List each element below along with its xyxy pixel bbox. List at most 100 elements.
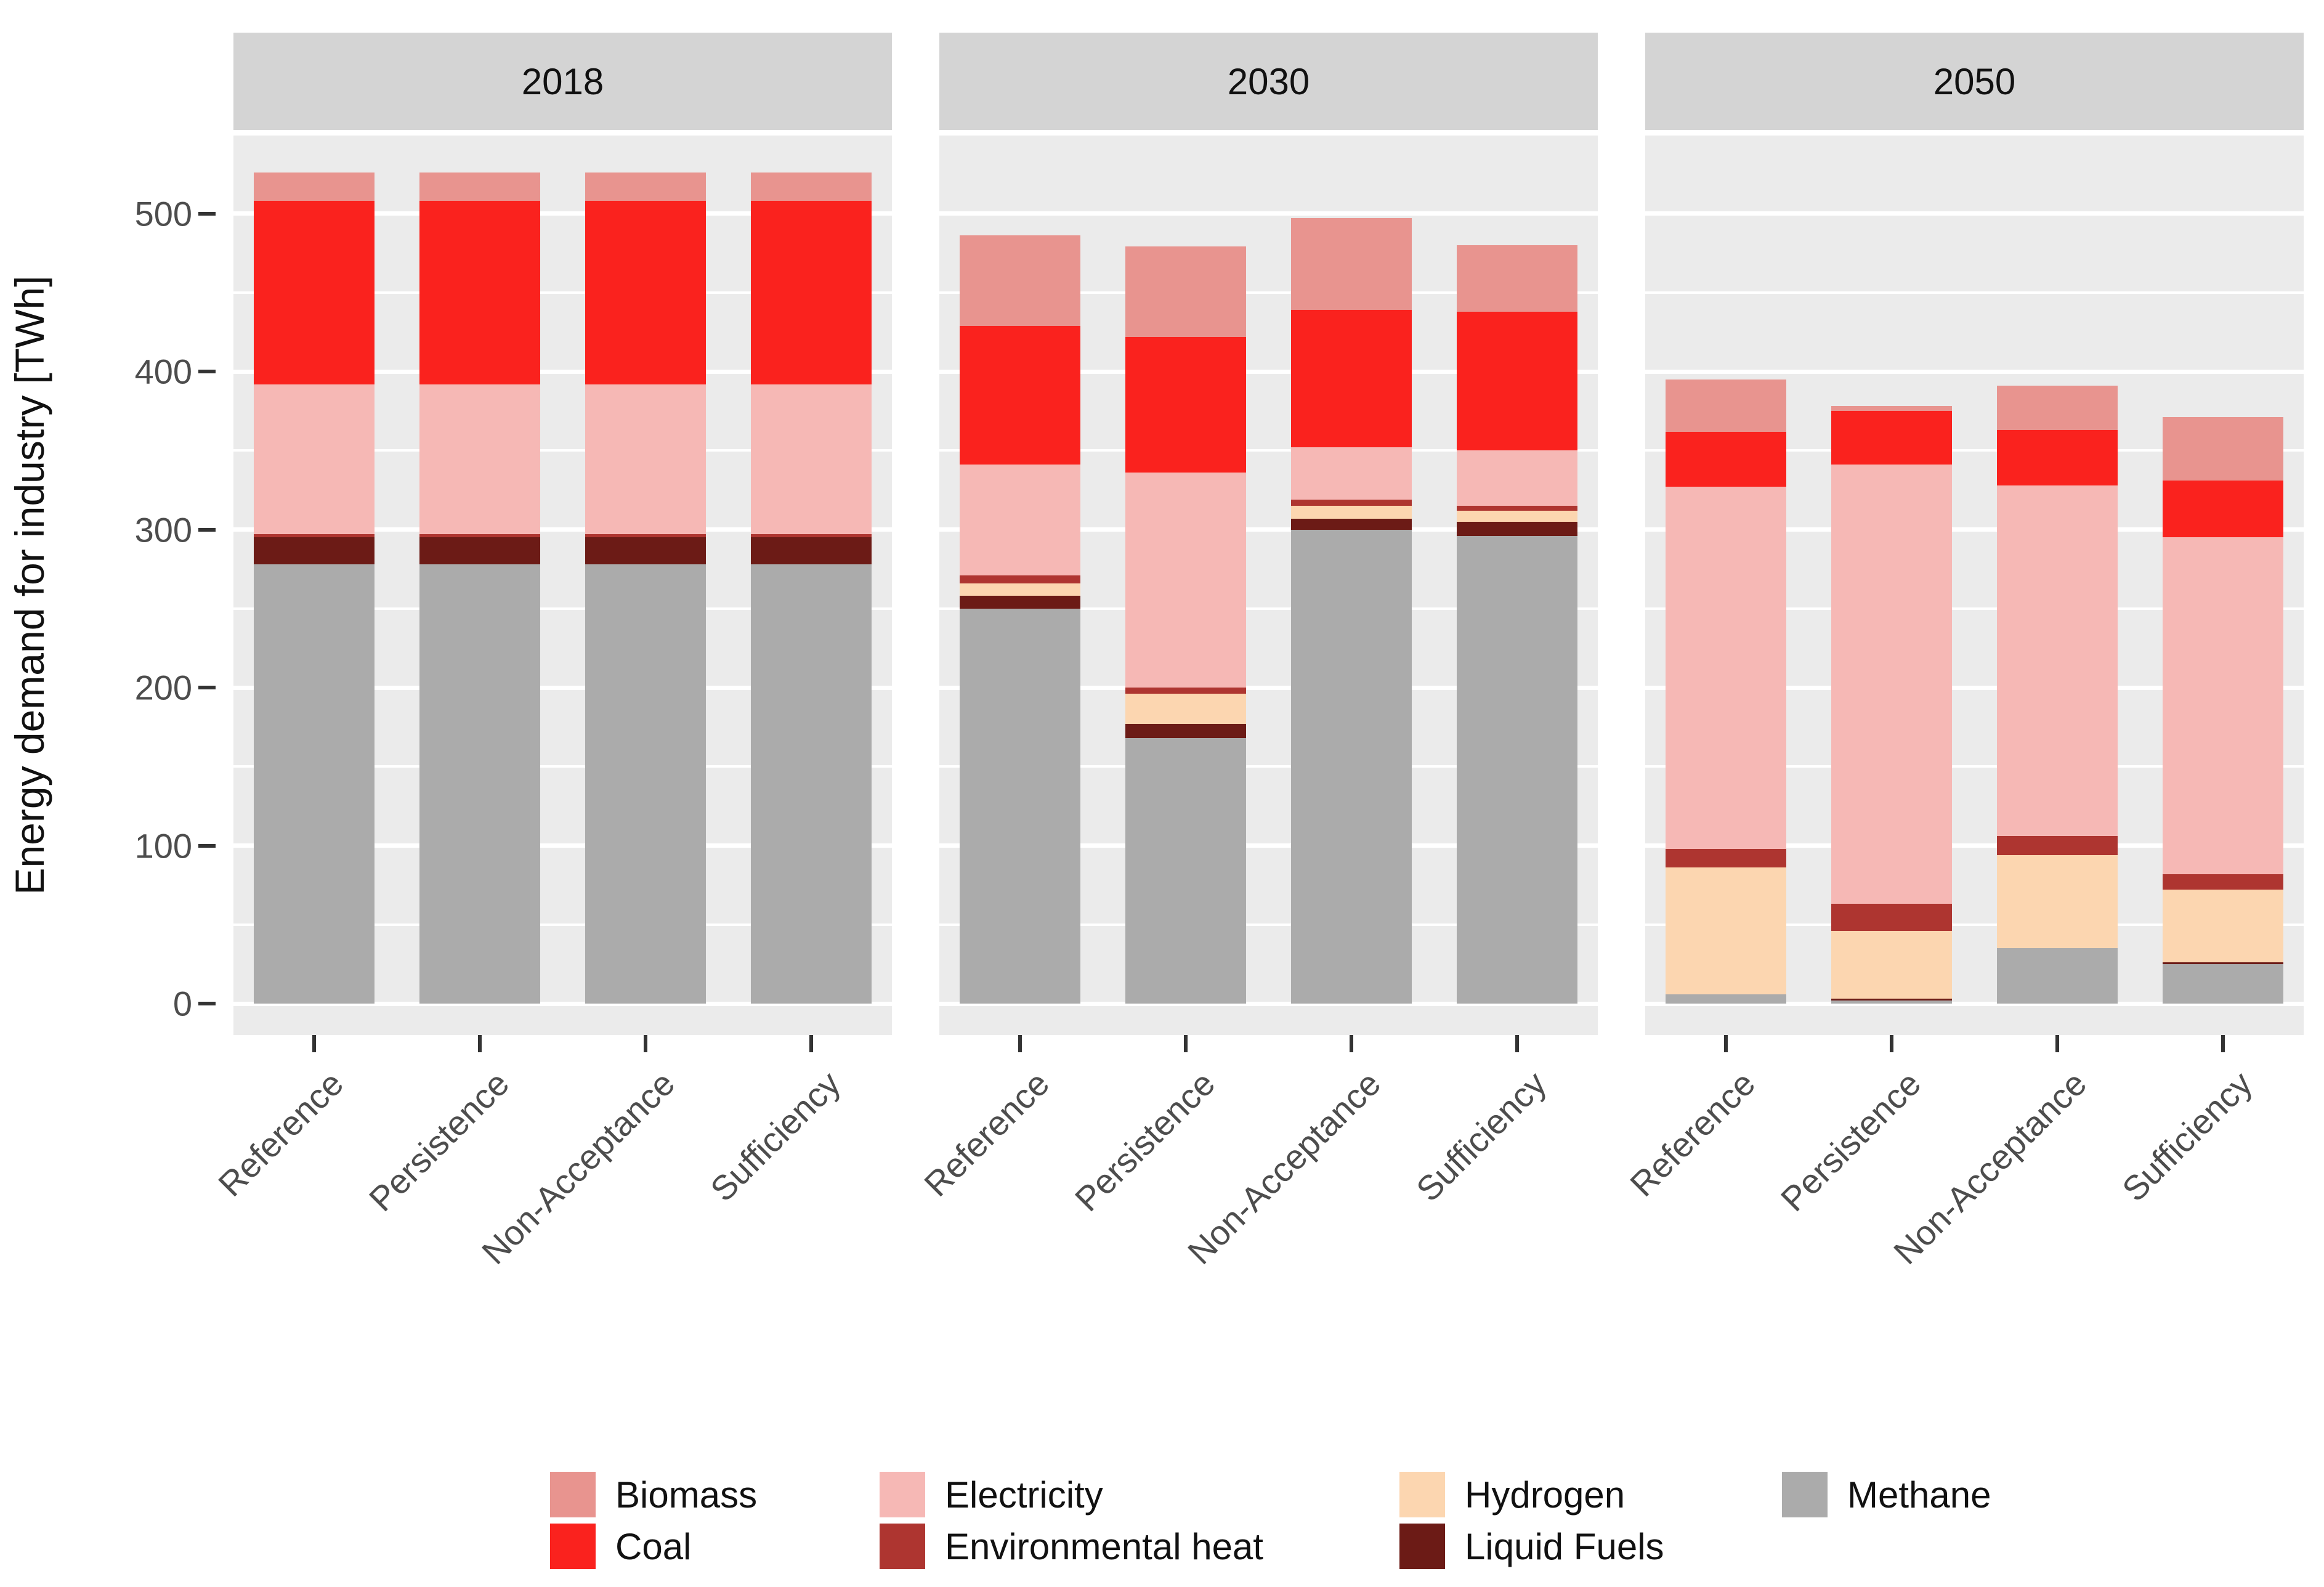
bar-segment-Coal: [1831, 411, 1952, 465]
y-tick-label: 500: [134, 194, 192, 233]
bar-segment-Biomass: [419, 172, 540, 201]
bar-segment-Coal: [585, 201, 706, 384]
bar-segment-Biomass: [254, 172, 375, 201]
legend-label-Hydrogen: Hydrogen: [1465, 1474, 1626, 1516]
bar-segment-Environmental heat: [1997, 836, 2118, 855]
facet-panel: [1645, 136, 2304, 1035]
gridline-major: [1645, 685, 2304, 690]
y-tick-mark: [198, 1002, 216, 1005]
bar-segment-Hydrogen: [960, 583, 1080, 596]
bar-segment-Hydrogen: [1997, 854, 2118, 949]
bar-segment-Biomass: [1666, 379, 1786, 432]
y-tick-label: 0: [172, 984, 192, 1023]
y-tick-mark: [198, 686, 216, 689]
gridline-minor: [939, 291, 1598, 294]
y-tick-mark: [198, 370, 216, 373]
bar-segment-Environmental heat: [1831, 904, 1952, 932]
bar-segment-Methane: [960, 608, 1080, 1004]
bar-segment-Methane: [1291, 529, 1412, 1004]
x-tick-mark: [2055, 1035, 2059, 1052]
gridline-major: [233, 211, 892, 216]
x-tick-mark: [1890, 1035, 1893, 1052]
bar-segment-Methane: [1997, 948, 2118, 1004]
legend-item-Coal: Coal: [550, 1523, 691, 1570]
bar-segment-Methane: [1457, 535, 1577, 1004]
facet-2050: 2050 Reference Persistence Non-Acceptance Su…: [1622, 33, 2304, 1272]
x-tick-mark: [2221, 1035, 2225, 1052]
gridline-minor: [1645, 923, 2304, 926]
gridline-minor: [1645, 291, 2304, 294]
legend-swatch-Environmental heat: [880, 1524, 925, 1569]
bar-segment-Methane: [1666, 994, 1786, 1004]
legend-item-Liquid Fuels: Liquid Fuels: [1399, 1523, 1664, 1570]
bar-2030-Reference: [960, 235, 1080, 1004]
facet-strip-label: 2030: [939, 33, 1598, 130]
bar-segment-Liquid Fuels: [1457, 521, 1577, 536]
bar-2050-Sufficiency: [2163, 417, 2283, 1004]
gridline-major: [1645, 843, 2304, 848]
legend-item-Environmental heat: Environmental heat: [880, 1523, 1263, 1570]
x-tick-mark: [1018, 1035, 1022, 1052]
legend-swatch-Hydrogen: [1399, 1472, 1445, 1517]
bar-segment-Coal: [419, 201, 540, 384]
bar-segment-Biomass: [960, 235, 1080, 326]
bar-segment-Methane: [1831, 1000, 1952, 1004]
facet-2018: 2018 Reference Persistence Non-Acceptance Su…: [211, 33, 892, 1272]
bar-segment-Liquid Fuels: [419, 537, 540, 564]
bar-segment-Coal: [1457, 311, 1577, 451]
bar-segment-Hydrogen: [1831, 931, 1952, 999]
gridline-minor: [233, 607, 892, 610]
bar-segment-Electricity: [751, 384, 872, 535]
legend-item-Biomass: Biomass: [550, 1471, 757, 1518]
legend-swatch-Liquid Fuels: [1399, 1524, 1445, 1569]
bar-2030-Non-Acceptance: [1291, 218, 1412, 1004]
bar-2030-Persistence: [1125, 246, 1246, 1004]
legend-swatch-Electricity: [880, 1472, 925, 1517]
bar-segment-Electricity: [419, 384, 540, 535]
gridline-minor: [1645, 765, 2304, 768]
facet-2030: 2030 Reference Persistence Non-Acceptance Su…: [917, 33, 1598, 1272]
legend-item-Electricity: Electricity: [880, 1471, 1103, 1518]
bar-segment-Electricity: [1125, 473, 1246, 688]
bar-segment-Environmental heat: [1457, 506, 1577, 511]
gridline-major: [939, 211, 1598, 216]
bar-segment-Hydrogen: [1291, 506, 1412, 519]
gridline-major: [939, 685, 1598, 690]
bar-segment-Methane: [1125, 738, 1246, 1004]
y-tick-label: 300: [134, 510, 192, 549]
gridline-minor: [233, 449, 892, 452]
bar-2050-Non-Acceptance: [1997, 386, 2118, 1004]
bar-segment-Coal: [960, 325, 1080, 465]
gridline-major: [1645, 369, 2304, 374]
bar-2050-Persistence: [1831, 406, 1952, 1004]
bar-segment-Environmental heat: [585, 534, 706, 538]
gridline-major: [1645, 527, 2304, 532]
gridline-major: [233, 527, 892, 532]
bar-segment-Environmental heat: [960, 575, 1080, 583]
y-tick-mark: [198, 527, 216, 532]
gridline-minor: [233, 765, 892, 768]
gridline-major: [939, 369, 1598, 374]
bar-segment-Hydrogen: [1666, 867, 1786, 994]
legend-item-Hydrogen: Hydrogen: [1399, 1471, 1625, 1518]
bar-segment-Electricity: [585, 384, 706, 535]
bar-segment-Environmental heat: [254, 534, 375, 538]
bar-segment-Coal: [1997, 429, 2118, 485]
bar-segment-Environmental heat: [2163, 874, 2283, 890]
bar-segment-Biomass: [1831, 406, 1952, 412]
y-tick-mark: [198, 211, 216, 216]
bar-segment-Biomass: [2163, 417, 2283, 481]
legend-label-Electricity: Electricity: [945, 1474, 1103, 1516]
legend-label-Liquid Fuels: Liquid Fuels: [1465, 1525, 1664, 1567]
gridline-major: [1645, 1001, 2304, 1006]
bar-segment-Electricity: [1457, 450, 1577, 506]
bar-segment-Electricity: [254, 384, 375, 535]
bar-segment-Biomass: [585, 172, 706, 201]
gridline-minor: [939, 607, 1598, 610]
bar-segment-Coal: [1125, 336, 1246, 473]
gridline-major: [233, 369, 892, 374]
gridline-minor: [1645, 449, 2304, 452]
x-tick-mark: [644, 1035, 647, 1052]
x-tick-mark: [1724, 1035, 1728, 1052]
bar-segment-Environmental heat: [751, 534, 872, 538]
